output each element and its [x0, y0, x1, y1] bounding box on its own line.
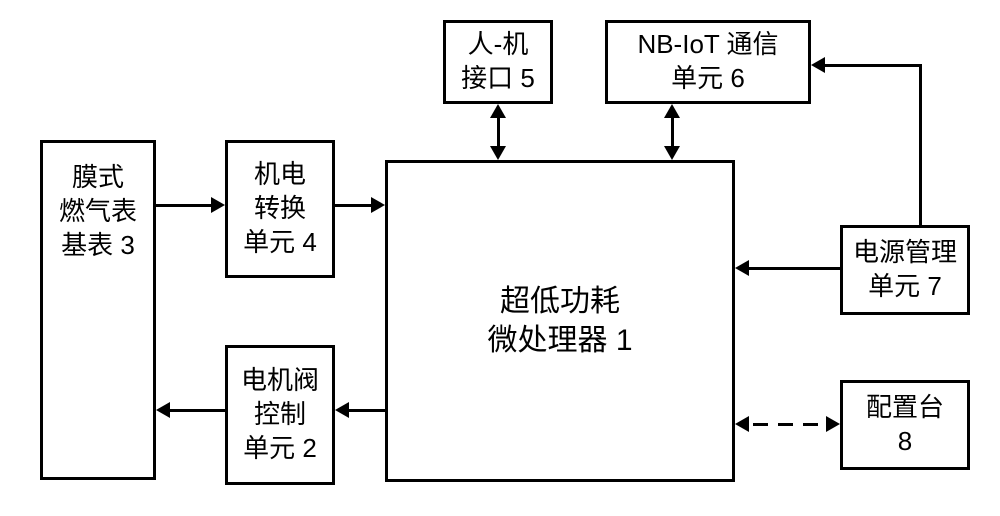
config-line1: 配置台 [866, 391, 944, 425]
arrowhead-hmi-down [490, 146, 506, 160]
dash-seg-1 [753, 423, 768, 426]
arrow-valve-gasmeter [168, 409, 225, 412]
arrowhead-converter-processor [371, 197, 385, 213]
arrowhead-power-processor [735, 260, 749, 276]
arrowhead-processor-valve [335, 402, 349, 418]
nbiot-line1: NB-IoT 通信 [637, 28, 778, 62]
power-line1: 电源管理 [853, 236, 957, 270]
gas-meter-line2: 燃气表 [59, 195, 137, 229]
processor-line2: 微处理器 1 [487, 321, 632, 360]
arrow-hmi-processor [497, 116, 500, 148]
arrow-converter-processor [335, 204, 373, 207]
valve-line1: 电机阀 [241, 364, 319, 398]
converter-line3: 单元 4 [243, 226, 317, 260]
gas-meter-line3: 基表 3 [61, 229, 135, 263]
hmi-line2: 接口 5 [461, 62, 535, 96]
power-line2: 单元 7 [868, 270, 942, 304]
power-box: 电源管理 单元 7 [840, 225, 970, 315]
valve-line3: 单元 2 [243, 432, 317, 466]
arrow-power-nbiot-v [919, 64, 922, 225]
arrow-nbiot-processor [671, 116, 674, 148]
config-box: 配置台 8 [840, 380, 970, 470]
arrowhead-nbiot-up [664, 104, 680, 118]
converter-line2: 转换 [254, 192, 306, 226]
arrow-power-processor [747, 267, 840, 270]
nbiot-line2: 单元 6 [671, 62, 745, 96]
processor-box: 超低功耗 微处理器 1 [385, 160, 735, 482]
converter-line1: 机电 [254, 158, 306, 192]
arrowhead-hmi-up [490, 104, 506, 118]
gas-meter-box: 膜式 燃气表 基表 3 [40, 140, 156, 480]
nbiot-box: NB-IoT 通信 单元 6 [605, 20, 811, 104]
valve-line2: 控制 [254, 398, 306, 432]
arrow-power-nbiot-h [823, 64, 922, 67]
arrowhead-config-right [826, 416, 840, 432]
hmi-box: 人-机 接口 5 [443, 20, 553, 104]
dash-seg-3 [803, 423, 818, 426]
hmi-line1: 人-机 [468, 28, 529, 62]
arrowhead-nbiot-down [664, 146, 680, 160]
arrow-gasmeter-converter [156, 204, 213, 207]
valve-box: 电机阀 控制 单元 2 [225, 345, 335, 485]
gas-meter-line1: 膜式 [72, 161, 124, 195]
arrowhead-valve-gasmeter [156, 402, 170, 418]
arrowhead-config-left [735, 416, 749, 432]
arrow-processor-valve [347, 409, 385, 412]
dash-seg-2 [778, 423, 793, 426]
arrowhead-power-nbiot [811, 57, 825, 73]
processor-line1: 超低功耗 [500, 282, 620, 321]
config-line2: 8 [898, 425, 912, 459]
arrowhead-gasmeter-converter [211, 197, 225, 213]
converter-box: 机电 转换 单元 4 [225, 140, 335, 278]
